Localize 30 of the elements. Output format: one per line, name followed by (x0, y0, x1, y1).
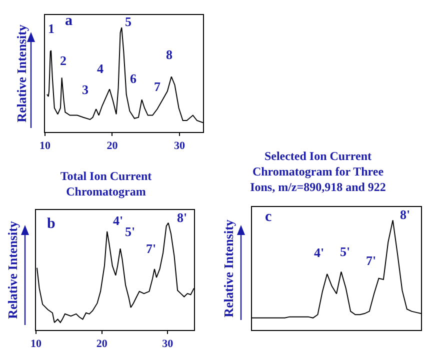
annotation: 8' (400, 207, 410, 222)
x-tick-label: 10 (30, 338, 42, 350)
annotation: 8 (166, 47, 173, 62)
y-axis-title: Relative Intensity (220, 219, 236, 318)
annotation: 6 (130, 71, 137, 86)
x-tick-label: 10 (40, 140, 51, 152)
annotation: c (265, 209, 272, 225)
annotation: b (47, 216, 56, 232)
annotation: a (65, 13, 73, 29)
annotation: 3 (82, 82, 89, 97)
y-axis-title: Relative Intensity (14, 24, 29, 122)
y-axis-title: Relative Intensity (4, 220, 20, 319)
annotation: 4' (314, 245, 324, 260)
annotation: 4 (97, 61, 104, 76)
annotation: 5' (340, 244, 350, 259)
annotation: 2 (60, 53, 66, 68)
annotation: 8' (177, 210, 188, 225)
x-tick-label: 20 (96, 338, 108, 350)
chart-title: Selected Ion Current Chromatogram for Three Ions, m/z=890,918 and 922 (250, 149, 386, 194)
annotation: 5' (125, 224, 136, 239)
annotation: 7 (154, 79, 161, 94)
x-tick-label: 30 (162, 338, 174, 350)
annotation: 7' (366, 253, 376, 268)
x-tick-label: 30 (174, 140, 186, 152)
annotation: 7' (146, 241, 156, 256)
annotation: 4' (113, 213, 124, 228)
annotation: 1 (48, 21, 54, 36)
annotation: 5 (125, 14, 132, 29)
x-tick-label: 20 (106, 140, 118, 152)
chart-title: Total Ion Current Chromatogram (60, 169, 152, 199)
